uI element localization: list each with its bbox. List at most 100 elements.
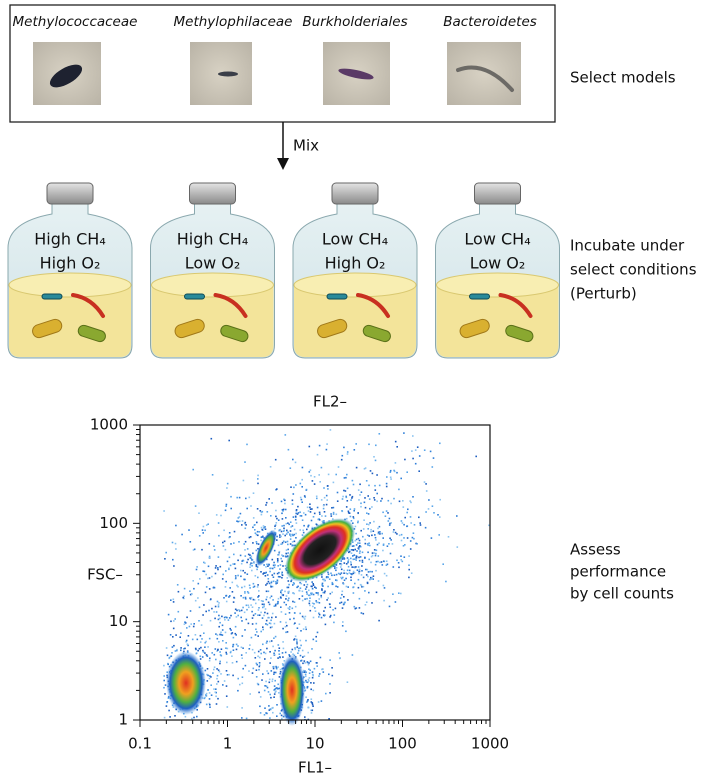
density-dot <box>255 634 257 636</box>
density-dot <box>228 619 230 621</box>
density-dot <box>268 602 270 604</box>
density-dot <box>214 618 216 620</box>
density-dot <box>395 601 397 603</box>
density-dot <box>373 575 375 577</box>
density-dot <box>164 558 166 560</box>
x-tick-label: 1 <box>223 735 233 753</box>
density-dot <box>264 707 266 709</box>
density-dot <box>233 644 235 646</box>
density-dot <box>329 692 331 694</box>
density-dot <box>248 607 250 609</box>
density-dot <box>228 596 230 598</box>
density-dot <box>309 597 311 599</box>
density-dot <box>217 638 219 640</box>
density-dot <box>292 601 294 603</box>
density-dot <box>313 617 315 619</box>
density-dot <box>410 548 412 550</box>
density-dot <box>376 550 378 552</box>
density-dot <box>227 648 229 650</box>
density-dot <box>325 624 327 626</box>
density-dot <box>402 561 404 563</box>
density-dot <box>284 591 286 593</box>
density-dot <box>418 470 420 472</box>
density-dot <box>312 705 314 707</box>
density-dot <box>163 675 165 677</box>
density-dot <box>193 623 195 625</box>
density-dot <box>218 641 220 643</box>
density-dot <box>281 561 283 563</box>
density-dot <box>293 639 295 641</box>
density-dot <box>236 520 238 522</box>
density-dot <box>267 565 269 567</box>
density-dot <box>281 577 283 579</box>
density-dot <box>389 606 391 608</box>
density-dot <box>209 638 211 640</box>
density-dot <box>366 601 368 603</box>
density-dot <box>237 575 239 577</box>
density-dot <box>224 680 226 682</box>
density-dot <box>339 658 341 660</box>
density-dot <box>357 569 359 571</box>
density-dot <box>306 586 308 588</box>
density-dot <box>287 541 289 543</box>
density-dot <box>280 669 282 671</box>
density-dot <box>230 565 232 567</box>
density-dot <box>302 656 304 658</box>
density-dot <box>424 481 426 483</box>
density-dot <box>241 560 243 562</box>
density-dot <box>242 676 244 678</box>
density-dot <box>304 716 306 718</box>
density-dot <box>282 641 284 643</box>
density-dot <box>313 690 315 692</box>
density-dot <box>292 584 294 586</box>
density-dot <box>181 534 183 536</box>
density-dot <box>226 601 228 603</box>
density-dot <box>356 467 358 469</box>
density-dot <box>348 566 350 568</box>
density-dot <box>249 587 251 589</box>
density-dot <box>166 647 168 649</box>
density-dot <box>245 524 247 526</box>
density-dot <box>336 567 338 569</box>
density-dot <box>293 516 295 518</box>
density-dot <box>404 556 406 558</box>
density-dot <box>363 519 365 521</box>
density-dot <box>186 617 188 619</box>
density-dot <box>173 645 175 647</box>
density-dot <box>273 668 275 670</box>
density-dot <box>282 565 284 567</box>
density-dot <box>312 710 314 712</box>
density-dot <box>361 570 363 572</box>
density-dot <box>217 675 219 677</box>
density-dot <box>324 580 326 582</box>
density-dot <box>368 535 370 537</box>
density-dot <box>316 640 318 642</box>
density-dot <box>198 620 200 622</box>
density-dot <box>204 530 206 532</box>
density-dot <box>209 704 211 706</box>
density-dot <box>375 460 377 462</box>
density-dot <box>239 521 241 523</box>
density-dot <box>198 583 200 585</box>
density-dot <box>240 513 242 515</box>
density-dot <box>400 555 402 557</box>
density-dot <box>177 584 179 586</box>
density-dot <box>306 593 308 595</box>
density-dot <box>373 497 375 499</box>
density-dot <box>241 717 243 719</box>
density-dot <box>285 632 287 634</box>
density-dot <box>400 478 402 480</box>
density-dot <box>166 705 168 707</box>
density-dot <box>339 602 341 604</box>
density-dot <box>353 484 355 486</box>
density-dot <box>317 592 319 594</box>
density-dot <box>244 549 246 551</box>
density-dot <box>346 497 348 499</box>
density-dot <box>237 615 239 617</box>
density-dot <box>324 511 326 513</box>
density-dot <box>214 654 216 656</box>
density-dot <box>200 647 202 649</box>
density-dot <box>234 531 236 533</box>
density-dot <box>184 623 186 625</box>
density-dot <box>338 573 340 575</box>
